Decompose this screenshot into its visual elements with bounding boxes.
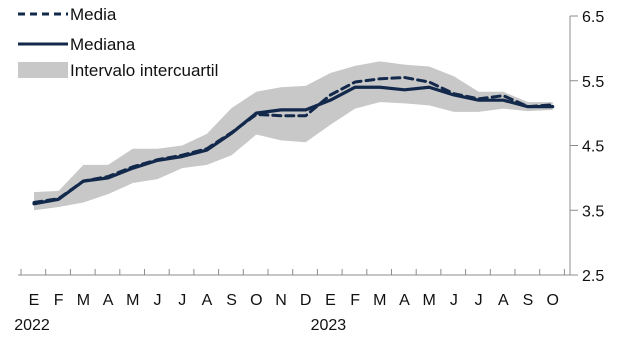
legend-swatch-interquartile-range [18, 62, 68, 78]
x-tick-label-14: M [373, 292, 386, 309]
x-tick-label-6: J [178, 292, 186, 309]
series-line-mediana [32, 85, 555, 206]
x-tick-label-18: J [475, 292, 483, 309]
x-tick-label-13: F [350, 292, 360, 309]
x-tick-label-17: J [450, 292, 458, 309]
x-tick-label-21: O [546, 292, 558, 309]
x-tick-label-10: N [275, 292, 287, 309]
legend-label-interquartile-range: Intervalo intercuartil [70, 61, 218, 80]
interquartile-range-band [34, 61, 553, 211]
y-tick-label-2.5: 2.5 [582, 268, 604, 285]
plot-area [32, 61, 555, 211]
y-tick-label-4.5: 4.5 [582, 139, 604, 156]
x-tick-label-9: O [250, 292, 262, 309]
x-tick-label-5: J [154, 292, 162, 309]
interquartile-range-layer [34, 61, 553, 211]
x-tick-label-16: M [423, 292, 436, 309]
x-tick-label-20: S [523, 292, 534, 309]
x-tick-label-3: A [103, 292, 114, 309]
y-tick-label-3.5: 3.5 [582, 203, 604, 220]
y-tick-label-5.5: 5.5 [582, 74, 604, 91]
series-lines-layer [32, 76, 555, 206]
x-tick-label-19: A [498, 292, 509, 309]
x-tick-label-12: E [325, 292, 336, 309]
year-label-2022: 2022 [14, 317, 50, 334]
x-tick-label-7: A [202, 292, 213, 309]
year-label-2023: 2023 [311, 317, 347, 334]
x-tick-label-4: M [126, 292, 139, 309]
legend: Media Mediana Intervalo intercuartil [18, 5, 218, 80]
x-tick-label-8: S [226, 292, 237, 309]
axes-layer: 2.53.54.55.56.5E F M A M J J A S O N D E F M A M J J A S O202… [14, 9, 604, 334]
x-tick-label-1: F [54, 292, 64, 309]
x-tick-label-2: M [77, 292, 90, 309]
y-tick-label-6.5: 6.5 [582, 9, 604, 26]
x-tick-label-0: E [29, 292, 40, 309]
x-tick-label-15: A [399, 292, 410, 309]
x-tick-label-11: D [300, 292, 312, 309]
legend-label-media: Media [70, 5, 117, 24]
legend-label-mediana: Mediana [70, 35, 136, 54]
